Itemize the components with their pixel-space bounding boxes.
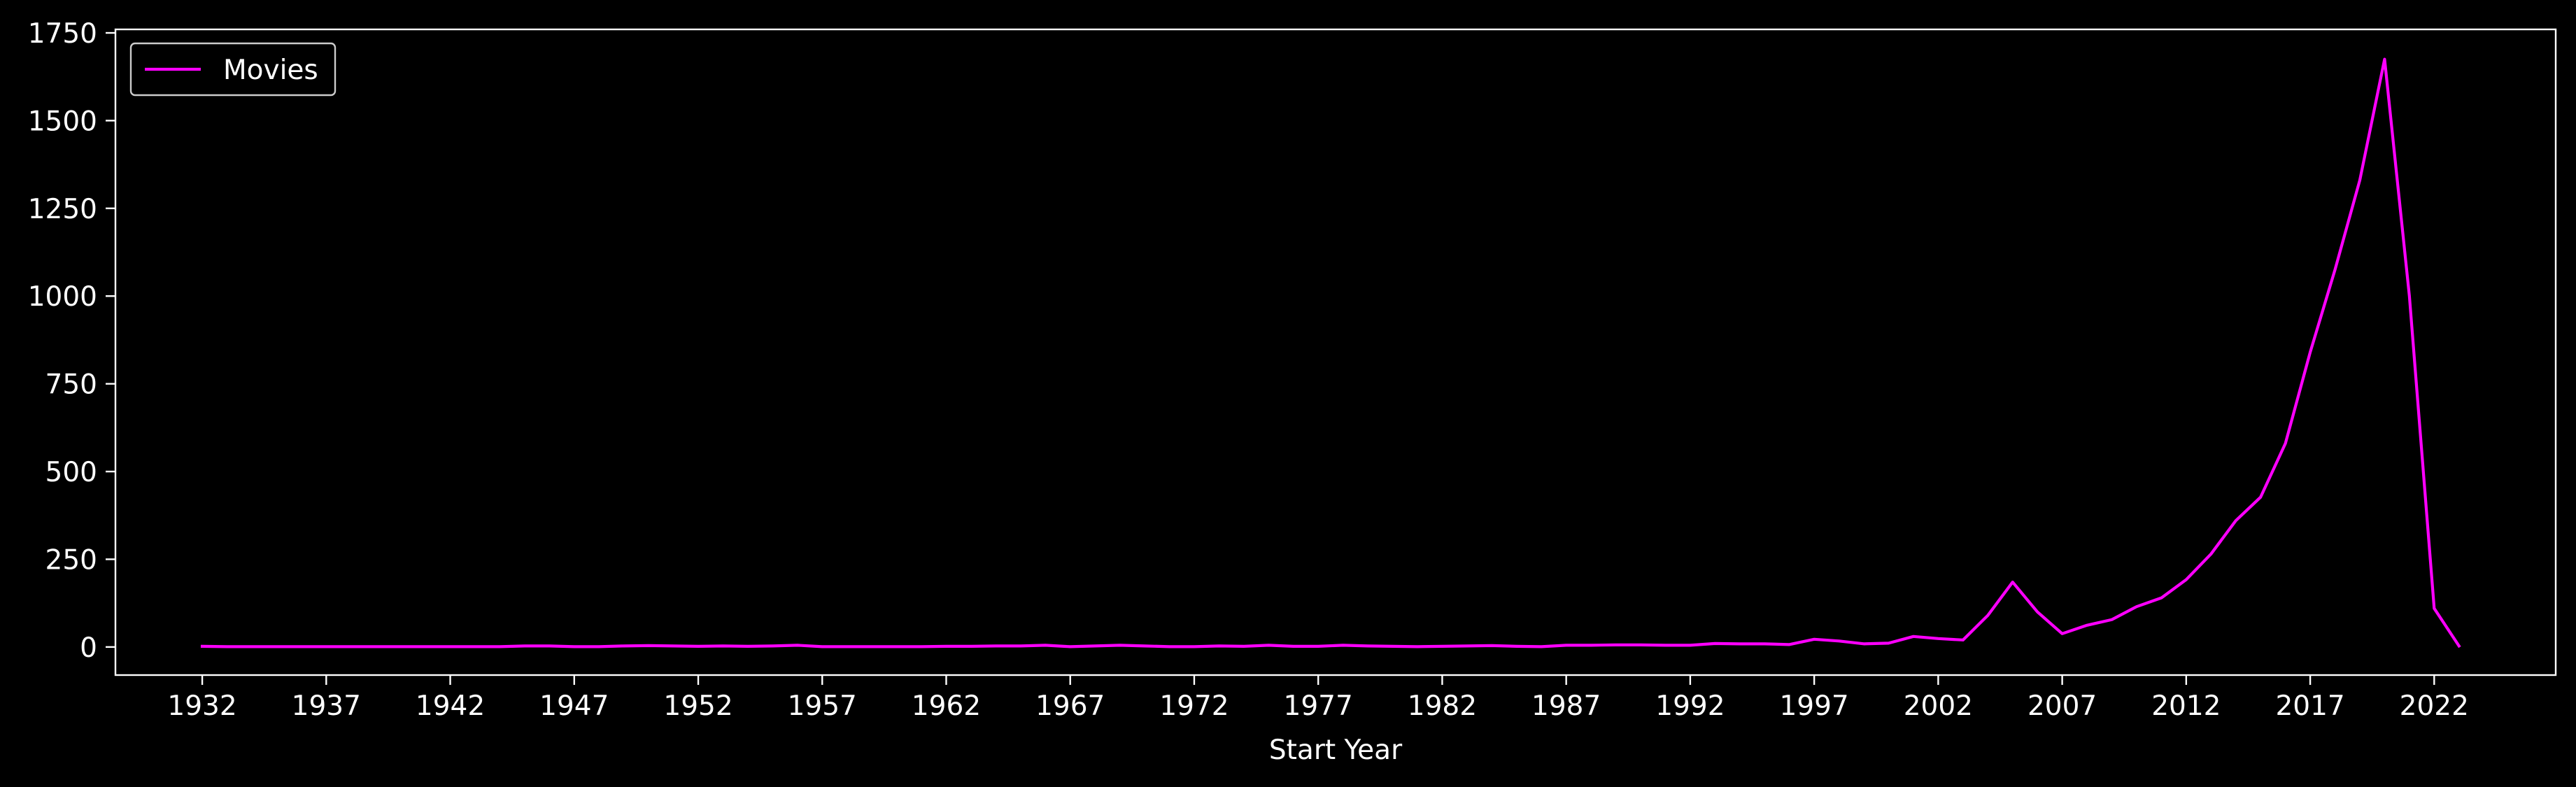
plot-area-frame: [114, 28, 2557, 676]
x-tick-label: 1977: [1284, 690, 1353, 722]
legend-label: Movies: [223, 55, 318, 86]
x-tick-label: 2017: [2275, 690, 2344, 722]
x-tick-label: 1952: [663, 690, 733, 722]
y-tick-label: 500: [45, 457, 97, 488]
legend-frame: [129, 42, 337, 97]
x-tick-label: 1967: [1035, 690, 1105, 722]
x-tick-label: 2012: [2151, 690, 2221, 722]
y-axis: 0 250 500 750 1000 1250 1500 1750: [28, 18, 115, 664]
x-tick-label: 1962: [912, 690, 981, 722]
y-tick-label: 1500: [28, 106, 97, 137]
y-tick-label: 250: [45, 544, 97, 576]
x-tick-label: 2002: [1904, 690, 1973, 722]
x-tick-label: 1987: [1531, 690, 1601, 722]
x-axis: 1932 1937 1942 1947 1952 1957 1962 1967 1972 1977…: [167, 675, 2469, 722]
x-tick-label: 2007: [2027, 690, 2097, 722]
y-tick-label: 0: [80, 632, 97, 664]
x-tick-label: 1937: [292, 690, 361, 722]
y-tick-label: 1250: [28, 194, 97, 225]
x-tick-label: 1942: [416, 690, 485, 722]
y-tick-label: 1750: [28, 18, 97, 50]
legend: Movies: [129, 42, 337, 97]
x-tick-label: 1947: [539, 690, 609, 722]
x-tick-label: 1972: [1159, 690, 1229, 722]
x-tick-label: 1932: [167, 690, 236, 722]
x-tick-label: 1957: [788, 690, 857, 722]
y-tick-label: 1000: [28, 281, 97, 313]
series-layer: [200, 57, 2461, 648]
y-tick-label: 750: [45, 369, 97, 401]
x-tick-label: 1992: [1655, 690, 1725, 722]
x-tick-label: 1982: [1408, 690, 1477, 722]
series-line-movies: [200, 57, 2461, 648]
x-tick-label: 2022: [2400, 690, 2469, 722]
x-tick-label: 1997: [1779, 690, 1848, 722]
x-axis-label: Start Year: [1269, 735, 1403, 766]
